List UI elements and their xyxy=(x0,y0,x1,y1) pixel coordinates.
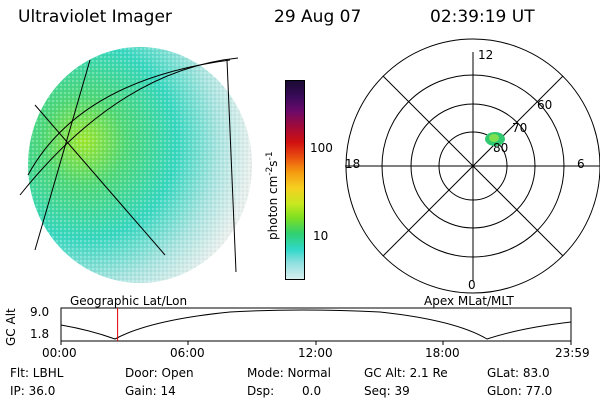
earth-disk xyxy=(28,47,252,283)
x-tick-0000: 00:00 xyxy=(42,346,77,360)
status-glon: GLon: 77.0 xyxy=(487,384,553,398)
time-label: 02:39:19 UT xyxy=(430,7,535,27)
status-mode: Mode: Normal xyxy=(247,366,331,380)
polar-diagonal-2 xyxy=(382,75,564,257)
status-door: Door: Open xyxy=(125,366,194,380)
gc-alt-tick-high: 9.0 xyxy=(30,305,50,319)
x-tick-2359: 23:59 xyxy=(555,346,590,360)
apex-label: Apex MLat/MLT xyxy=(424,294,514,308)
status-glat: GLat: 83.0 xyxy=(487,366,550,380)
colorbar xyxy=(285,80,305,280)
x-tick-0600: 06:00 xyxy=(170,346,205,360)
colorbar-tick-10: 10 xyxy=(313,229,329,243)
status-filter: Flt: LBHL xyxy=(10,366,64,380)
mlat-label-80: 80 xyxy=(493,141,509,155)
mlt-label-12: 12 xyxy=(478,48,494,62)
status-dsp-label: Dsp: xyxy=(247,384,275,398)
aurora-spot xyxy=(485,132,505,146)
x-tick-1800: 18:00 xyxy=(425,346,460,360)
colorbar-tick-100: 100 xyxy=(310,141,333,155)
mlt-label-6: 6 xyxy=(577,157,585,171)
geographic-grid xyxy=(19,57,239,273)
colorbar-gradient xyxy=(286,81,304,279)
status-seq: Seq: 39 xyxy=(364,384,410,398)
status-ip: IP: 36.0 xyxy=(10,384,56,398)
gc-alt-curve xyxy=(60,309,572,340)
geographic-label: Geographic Lat/Lon xyxy=(70,294,188,308)
mlat-label-60: 60 xyxy=(537,98,553,112)
instrument-title: Ultraviolet Imager xyxy=(18,7,172,27)
mlt-label-18: 18 xyxy=(345,157,361,171)
mlt-label-0: 0 xyxy=(468,278,476,292)
status-gc-alt: GC Alt: 2.1 Re xyxy=(364,366,448,380)
timeline-ticks xyxy=(60,341,572,345)
timeline-frame xyxy=(60,307,572,342)
gc-alt-tick-low: 1.8 xyxy=(30,327,50,341)
date-label: 29 Aug 07 xyxy=(274,7,362,27)
mlat-label-70: 70 xyxy=(512,121,528,135)
status-gain: Gain: 14 xyxy=(125,384,176,398)
status-dsp-value: 0.0 xyxy=(302,384,322,398)
x-tick-1200: 12:00 xyxy=(298,346,333,360)
